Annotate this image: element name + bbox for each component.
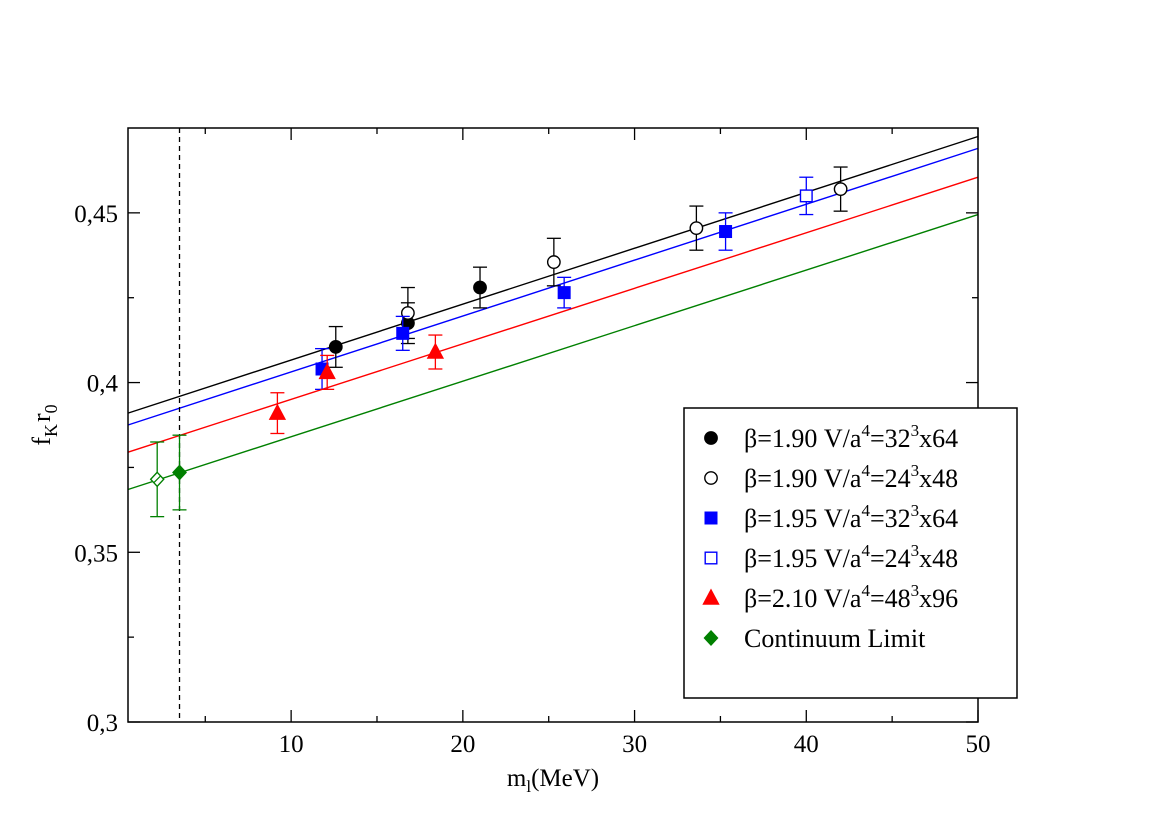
x-tick-label: 50 [966, 731, 991, 758]
data-point-b190_24 [400, 306, 415, 320]
legend-text: =48 [870, 584, 911, 613]
legend-sup: 3 [911, 461, 920, 480]
legend-label-b195_32: β=1.95 V/a4=323x64 [744, 501, 958, 533]
legend-text: =32 [870, 504, 911, 533]
legend-text: x48 [919, 544, 958, 573]
data-point-b195_32 [557, 286, 571, 300]
legend-label-b195_24: β=1.95 V/a4=243x48 [744, 541, 958, 573]
legend-text: =24 [870, 464, 911, 493]
legend-sup: 3 [911, 421, 920, 440]
legend-text: x64 [919, 424, 958, 453]
legend-sup: 4 [861, 461, 870, 480]
data-point-b210_48 [268, 403, 287, 420]
legend-marker-b190_32 [704, 431, 718, 445]
data-point-b210_48 [426, 342, 445, 359]
y-tick-label: 0,35 [74, 540, 118, 567]
legend-text: β=1.90 V/a [744, 464, 862, 493]
legend-label-continuum: Continuum Limit [744, 624, 926, 653]
legend-sup: 3 [911, 501, 920, 520]
fit-line [127, 135, 979, 414]
legend-text: β=1.95 V/a [744, 544, 862, 573]
data-point-b195_24 [799, 189, 813, 203]
data-point-b190_24 [546, 255, 561, 269]
x-tick-label: 20 [450, 731, 475, 758]
legend-sup: 4 [861, 581, 870, 600]
legend-marker-b195_32 [704, 511, 718, 525]
x-axis-label: ml(MeV) [507, 765, 599, 796]
legend-text: β=1.90 V/a [744, 424, 862, 453]
legend-text: =24 [870, 544, 911, 573]
legend-box [683, 407, 1018, 699]
x-tick-label: 40 [794, 731, 819, 758]
legend-sup: 4 [861, 541, 870, 560]
fit-lines [127, 135, 979, 491]
legend-sup: 3 [911, 581, 920, 600]
legend-text: x96 [919, 584, 958, 613]
y-tick-label: 0,3 [87, 710, 118, 737]
legend-marker-continuum [703, 629, 719, 647]
legend-sup: 4 [861, 421, 870, 440]
y-axis-label: fKr0 [27, 404, 61, 445]
legend-marker-b210_48 [702, 588, 720, 605]
data-point-b190_24 [833, 182, 848, 196]
y-tick-label: 0,4 [87, 371, 119, 398]
legend-marker-b195_24 [704, 551, 718, 565]
legend-text: Continuum Limit [744, 624, 926, 653]
legend-label-b210_48: β=2.10 V/a4=483x96 [744, 581, 958, 613]
legend-text: β=1.95 V/a [744, 504, 862, 533]
legend-label-b190_24: β=1.90 V/a4=243x48 [744, 461, 958, 493]
legend-text: x48 [919, 464, 958, 493]
data-point-continuum_alt-hatch [153, 475, 161, 483]
legend-marker-b190_24 [704, 471, 718, 485]
data-point-b190_32 [328, 340, 343, 354]
data-point-continuum [172, 464, 187, 481]
fit-line [127, 176, 979, 453]
legend-sup: 4 [861, 501, 870, 520]
legend-text: β=2.10 V/a [744, 584, 862, 613]
data-point-b190_32 [473, 280, 487, 295]
legend-sup: 3 [911, 541, 920, 560]
data-points [149, 166, 848, 518]
data-point-b195_32 [396, 326, 410, 340]
legend-text: =32 [870, 424, 911, 453]
y-tick-label: 0,45 [74, 201, 118, 228]
fit-line [127, 213, 979, 491]
data-point-b195_32 [719, 225, 733, 239]
x-tick-label: 10 [279, 731, 304, 758]
data-point-b210_48 [318, 362, 336, 380]
legend-text: x64 [919, 504, 958, 533]
legend-label-b190_32: β=1.90 V/a4=323x64 [744, 421, 958, 453]
data-point-b190_24 [689, 221, 704, 236]
axis-ticks: 10 20 30 40 50 0,3 0,35 0,4 0,45 [74, 128, 991, 758]
x-tick-label: 30 [622, 731, 647, 758]
